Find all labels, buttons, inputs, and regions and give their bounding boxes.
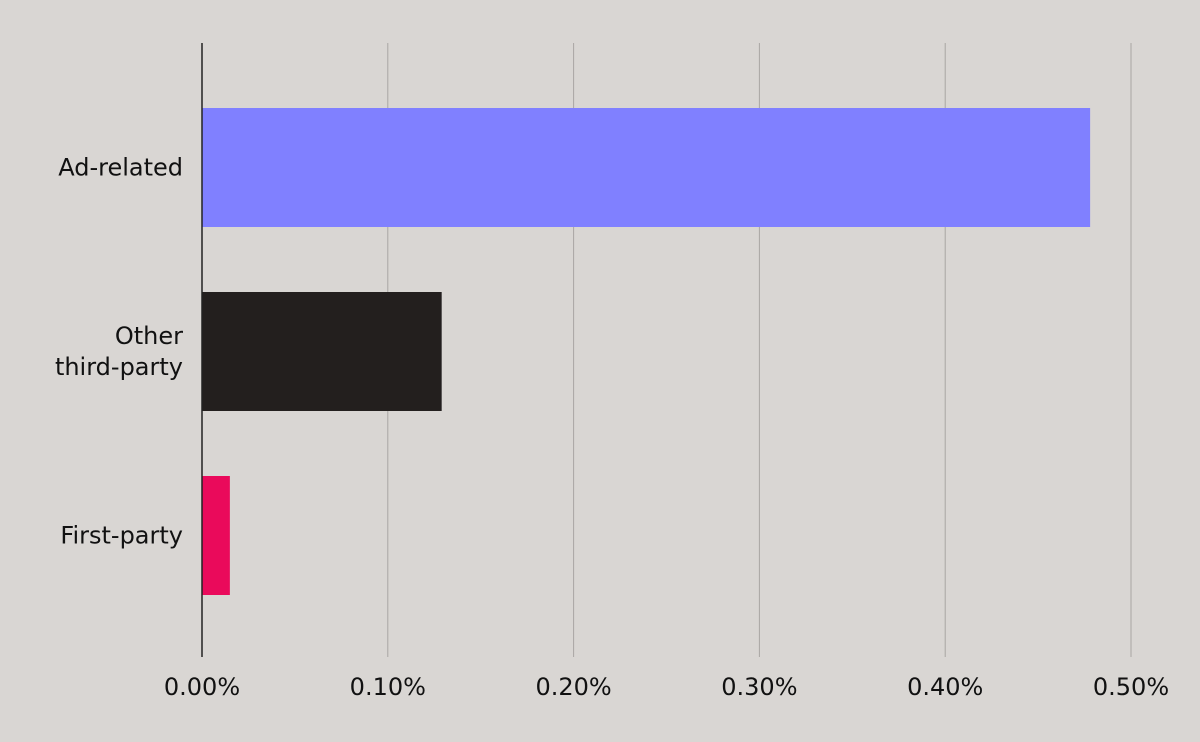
category-label: First-party	[60, 522, 183, 550]
category-label: Ad-related	[58, 154, 183, 182]
x-tick-label: 0.40%	[907, 673, 983, 701]
category-labels: Ad-related Other third-party First-party	[55, 154, 183, 550]
x-tick-label: 0.20%	[535, 673, 611, 701]
x-tick-label: 0.50%	[1093, 673, 1169, 701]
category-label-line: Ad-related	[58, 154, 183, 182]
bar	[202, 292, 442, 411]
x-tick-label: 0.30%	[721, 673, 797, 701]
category-label: Other third-party	[55, 322, 183, 381]
x-tick-label: 0.00%	[164, 673, 240, 701]
category-label-line: third-party	[55, 353, 183, 381]
category-label-line: Other	[115, 322, 183, 350]
category-label-line: First-party	[60, 522, 183, 550]
bar	[202, 108, 1091, 227]
bar	[202, 476, 230, 595]
x-tick-label: 0.10%	[350, 673, 426, 701]
bars	[202, 108, 1091, 595]
x-tick-labels: 0.00% 0.10% 0.20% 0.30% 0.40% 0.50%	[164, 673, 1169, 701]
